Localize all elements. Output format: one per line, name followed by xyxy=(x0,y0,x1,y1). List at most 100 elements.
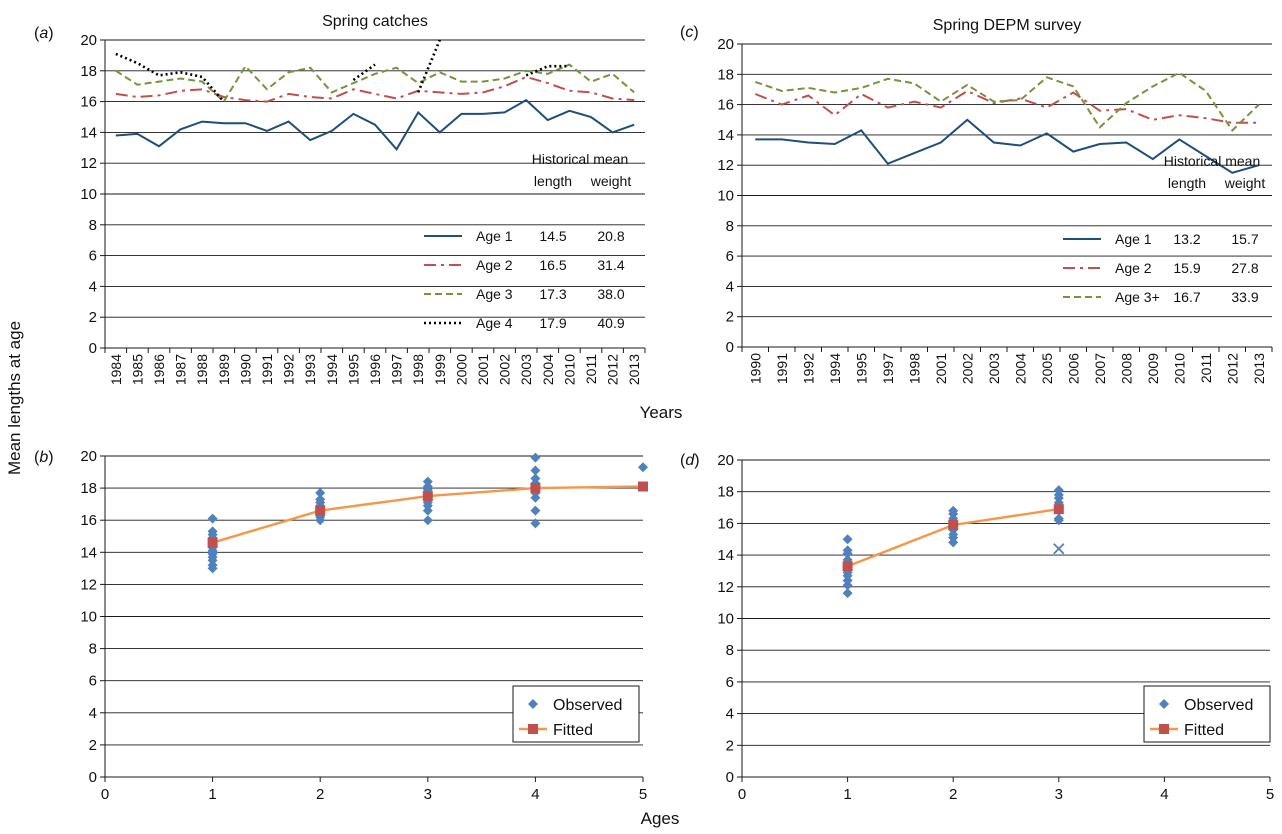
legend-label: Observed xyxy=(1184,697,1253,714)
x-tick-label: 1987 xyxy=(173,354,189,385)
x-tick-label: 1 xyxy=(208,786,216,803)
x-tick-label: 1984 xyxy=(108,354,124,385)
observed-point xyxy=(530,518,541,529)
y-tick-label: 20 xyxy=(717,452,734,469)
y-tick-label: 4 xyxy=(726,706,734,723)
y-tick-label: 20 xyxy=(80,32,97,49)
legend-length: 16.7 xyxy=(1173,289,1200,305)
x-tick-label: 2009 xyxy=(1145,353,1161,384)
legend: Observed Fitted xyxy=(512,685,640,743)
panel-label: (b) xyxy=(34,449,54,466)
x-tick-label: 1993 xyxy=(302,354,318,385)
x-tick-label: 0 xyxy=(101,786,109,803)
observed-point xyxy=(842,588,853,599)
series-outlier xyxy=(1053,543,1065,555)
y-tick-label: 18 xyxy=(717,484,734,501)
observed-point xyxy=(530,452,541,463)
legend-marker xyxy=(528,724,538,734)
x-tick-label: 2006 xyxy=(1065,353,1081,384)
y-tick-label: 16 xyxy=(80,94,97,111)
y-tick-label: 4 xyxy=(89,278,97,295)
series-fitted xyxy=(842,504,1064,572)
y-tick-label: 18 xyxy=(80,63,97,80)
x-tick-label: 2008 xyxy=(1118,353,1134,384)
x-tick-label: 2004 xyxy=(540,354,556,385)
x-tick-label: 0 xyxy=(738,786,746,803)
observed-point xyxy=(948,505,959,516)
x-tick-label: 2012 xyxy=(1224,353,1240,384)
x-tick-label: 1992 xyxy=(800,353,816,384)
observed-point xyxy=(422,515,433,526)
series-line xyxy=(754,89,1259,124)
series-line xyxy=(115,63,635,104)
y-tick-label: 10 xyxy=(80,186,97,203)
legend-weight: 27.8 xyxy=(1231,260,1258,276)
x-tick-label: 2011 xyxy=(583,354,599,384)
x-tick-label: 1991 xyxy=(259,354,275,385)
y-tick-label: 12 xyxy=(80,576,97,593)
y-tick-label: 16 xyxy=(717,515,734,532)
legend-marker xyxy=(528,699,538,709)
legend-length: 15.9 xyxy=(1173,260,1200,276)
legend-col-length: length xyxy=(1168,175,1206,191)
y-tick-label: 8 xyxy=(726,218,734,235)
x-tick-label: 1995 xyxy=(345,354,361,385)
y-tick-label: 2 xyxy=(726,737,734,754)
observed-point xyxy=(842,534,853,545)
fitted-point xyxy=(1053,504,1064,515)
observed-point xyxy=(315,494,326,505)
legend-label: Fitted xyxy=(1184,722,1224,739)
y-tick-label: 14 xyxy=(80,544,97,561)
x-tick-label: 2002 xyxy=(497,354,513,385)
x-tick-label: 2007 xyxy=(1092,353,1108,384)
observed-point xyxy=(315,487,326,498)
legend-marker xyxy=(1159,724,1169,734)
legend-label: Age 2 xyxy=(1115,260,1152,276)
fitted-point xyxy=(207,537,218,548)
panel-a: (a) Spring catches 0 2 4 6 8 10 12 14 16 18 20 1984 19… xyxy=(34,13,646,385)
x-tick-label: 1990 xyxy=(747,353,763,384)
panel-label: (c) xyxy=(680,24,699,41)
legend-label: Fitted xyxy=(553,722,593,739)
x-tick-label: 3 xyxy=(424,786,432,803)
observed-point xyxy=(530,505,541,516)
series-age-3 xyxy=(115,63,635,104)
x-tick-label: 1996 xyxy=(367,354,383,385)
legend-weight: 20.8 xyxy=(597,228,624,244)
fitted-point xyxy=(638,481,648,492)
legend-length: 17.3 xyxy=(539,286,566,302)
chart-title: Spring DEPM survey xyxy=(933,17,1082,34)
x-tick-label: 5 xyxy=(639,786,647,803)
x-tick-label: 1994 xyxy=(827,353,843,384)
y-tick-label: 4 xyxy=(89,705,97,722)
x-tick-label: 2001 xyxy=(475,354,491,385)
x-tick-label: 1997 xyxy=(880,353,896,384)
panel-c: (c) Spring DEPM survey 0 2 4 6 8 10 12 14 16 18 20 19… xyxy=(680,17,1273,384)
legend-label: Age 2 xyxy=(476,257,513,273)
legend-weight: 15.7 xyxy=(1231,231,1258,247)
y-tick-label: 8 xyxy=(726,642,734,659)
legend-label: Age 1 xyxy=(476,228,513,244)
series-fitted xyxy=(207,481,648,548)
panel-label: (a) xyxy=(34,25,54,42)
y-tick-label: 6 xyxy=(726,674,734,691)
y-tick-label: 8 xyxy=(89,217,97,234)
legend-col-weight: weight xyxy=(590,173,632,189)
x-tick-label: 5 xyxy=(1266,786,1274,803)
legend-marker xyxy=(1159,699,1169,709)
x-tick-label: 2 xyxy=(316,786,324,803)
y-tick-label: 0 xyxy=(89,769,97,786)
x-tick-label: 1998 xyxy=(410,354,426,385)
fitted-point xyxy=(315,505,326,516)
x-tick-label: 2004 xyxy=(1012,353,1028,384)
series-line xyxy=(755,118,1260,174)
fitted-point xyxy=(948,519,959,530)
x-tick-label: 2013 xyxy=(1251,353,1267,384)
legend: Observed Fitted xyxy=(1143,685,1271,743)
x-tick-label: 3 xyxy=(1055,786,1063,803)
x-tick-label: 1988 xyxy=(194,354,210,385)
series-age-1 xyxy=(115,98,635,152)
y-tick-label: 14 xyxy=(717,547,734,564)
y-tick-label: 4 xyxy=(726,278,734,295)
